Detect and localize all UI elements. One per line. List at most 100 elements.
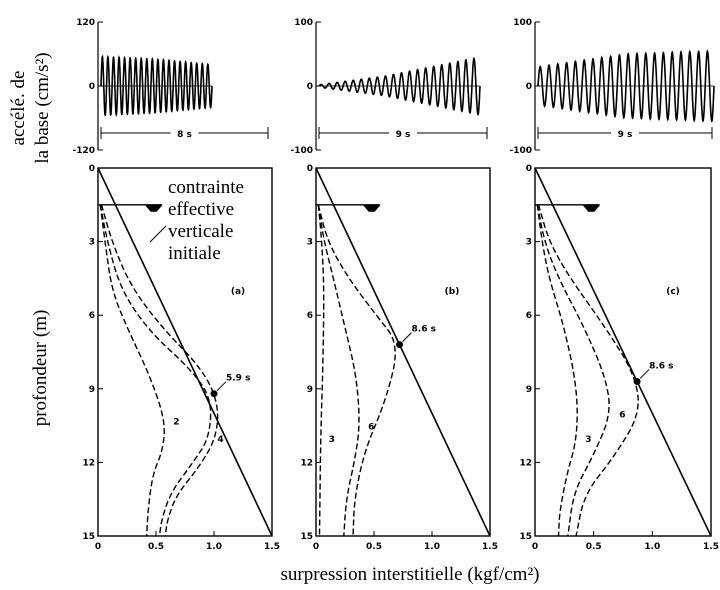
annotation-line-3: verticale [168,221,233,242]
time-marker [633,377,641,385]
annotation-line-4: initiale [168,243,221,264]
time-marker [396,341,404,349]
acceleration-panel-3: 100 0 -100 9 s [509,18,715,156]
panel-label: (b) [445,287,460,297]
depth-tick-label: 6 [89,311,95,321]
duration-label-bg [611,127,639,139]
depth-tick-label: 3 [307,238,313,248]
accel-signal [537,49,715,124]
pore-pressure-curve [536,204,578,537]
duration-label: 9 s [618,130,633,140]
duration-label: 8 s [177,130,192,140]
time-marker-leader [639,369,650,379]
curve-label: 6 [368,423,374,433]
water-table-symbol [144,204,163,212]
duration-label-bg [389,127,417,139]
pressure-tick-label: 0.5 [586,542,602,552]
duration-label: 9 s [396,130,411,140]
accel-tick-label: 100 [513,18,532,28]
curve-label: 6 [619,410,625,420]
depth-tick-label: 15 [82,532,95,542]
curve-label: 2 [173,418,179,428]
accel-signal [100,54,213,117]
accel-tick-label: 120 [76,18,95,28]
depth-tick-label: 6 [526,311,532,321]
panel-label: (a) [231,287,245,297]
curve-label: 3 [329,435,335,445]
pressure-tick-label: 0.5 [148,542,164,552]
pore-pressure-curve [99,204,165,537]
depth-tick-label: 6 [307,311,313,321]
pressure-tick-label: 1.0 [424,542,440,552]
annotation-leader [149,225,167,243]
pore-pressure-curve [317,204,360,537]
pressure-tick-label: 0 [95,542,101,552]
depth-tick-label: 9 [89,385,95,395]
time-marker-label: 5.9 s [226,374,250,384]
depth-tick-label: 0 [307,164,313,174]
pressure-tick-label: 1.0 [206,542,222,552]
depth-tick-label: 3 [89,238,95,248]
pressure-tick-label: 0.5 [366,542,382,552]
time-marker-leader [402,332,412,342]
time-marker-label: 8.6 s [649,361,673,371]
accel-tick-label: -120 [72,146,95,156]
pore-pressure-curve [317,204,325,537]
accel-tick-label: 100 [294,18,313,28]
pressure-tick-label: 0 [313,542,319,552]
pressure-tick-label: 1.5 [264,542,280,552]
acceleration-panels: 120 0 -120 8 s 100 0 -100 9 s 100 0 -100 9 s [72,18,715,156]
depth-tick-label: 9 [307,385,313,395]
accel-ylabel-line2: la base (cm/s²) [32,52,53,163]
depth-tick-label: 15 [300,532,313,542]
annotation-line-2: effective [168,199,234,220]
duration-label-bg [170,127,199,139]
time-marker-label: 8.6 s [412,325,436,335]
water-table-symbol [362,204,381,212]
plot-frame [97,167,273,537]
acceleration-panel-1: 120 0 -120 8 s [72,18,269,156]
pore-pressure-curve [537,204,639,537]
accel-ylabel-line1: accélé. de [8,71,29,146]
depth-tick-label: 12 [519,458,532,468]
depth-ylabel: profondeur (m) [30,310,51,427]
depth-tick-label: 12 [82,458,95,468]
pressure-tick-label: 1.0 [644,542,660,552]
time-marker [210,390,218,398]
pore-pressure-curve [99,204,212,537]
accel-tick-label: 0 [89,82,95,92]
depth-tick-label: 12 [300,458,313,468]
pressure-tick-label: 0 [532,542,538,552]
depth-tick-label: 3 [526,238,532,248]
pore-pressure-curve [100,204,219,537]
accel-tick-label: -100 [290,146,313,156]
accel-tick-label: 0 [307,82,313,92]
accel-signal [318,57,481,117]
panel-label: (c) [666,287,680,297]
water-table-symbol [582,204,601,212]
accel-tick-label: 0 [526,82,532,92]
curve-label: 4 [217,435,223,445]
acceleration-panel-2: 100 0 -100 9 s [290,18,488,156]
accel-tick-label: -100 [509,146,532,156]
pressure-tick-label: 1.5 [703,542,719,552]
depth-tick-label: 0 [526,164,532,174]
effective-stress-line [534,167,712,537]
time-marker-leader [216,381,227,392]
depth-tick-label: 0 [89,164,95,174]
plot-frame [315,167,491,537]
depth-tick-label: 15 [519,532,532,542]
annotation-line-1: contrainte [168,177,244,198]
pore-pressure-curve [317,204,396,537]
pore-pressure-curve [536,204,610,537]
x-axis-label: surpression interstitielle (kgf/cm²) [281,564,540,585]
plot-frame [534,167,712,537]
depth-tick-label: 9 [526,385,532,395]
effective-stress-line [315,167,491,537]
curve-label: 3 [585,435,591,445]
